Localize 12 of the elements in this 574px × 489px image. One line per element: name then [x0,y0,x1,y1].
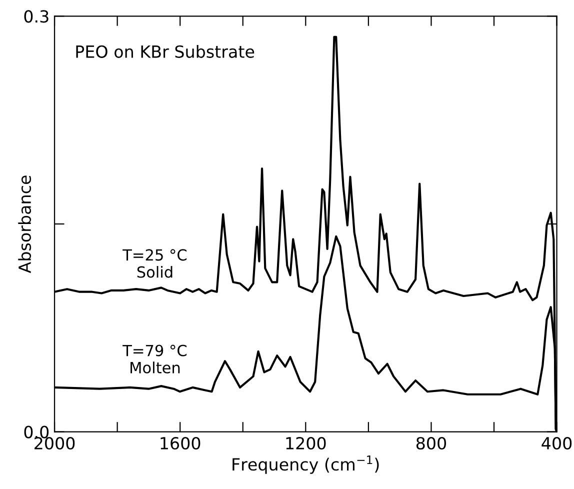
y-axis-title: Absorbance [18,176,32,274]
annotation: PEO on KBr Substrate [76,45,254,58]
x-tick-label: 400 [542,436,572,450]
x-tick-label: 2000 [34,436,75,450]
y-tick-label: 0.3 [24,10,48,23]
series-label: T=25 °C Solid [122,249,187,278]
x-axis-title: Frequency (cm$^{−1}$) [232,456,379,474]
y-tick-label: 0.0 [24,426,49,438]
x-tick-label: 800 [416,436,446,450]
x-tick-label: 1600 [160,436,200,450]
x-tick-label: 1200 [286,436,326,450]
series-label: T=79 °C Molten [122,344,187,374]
